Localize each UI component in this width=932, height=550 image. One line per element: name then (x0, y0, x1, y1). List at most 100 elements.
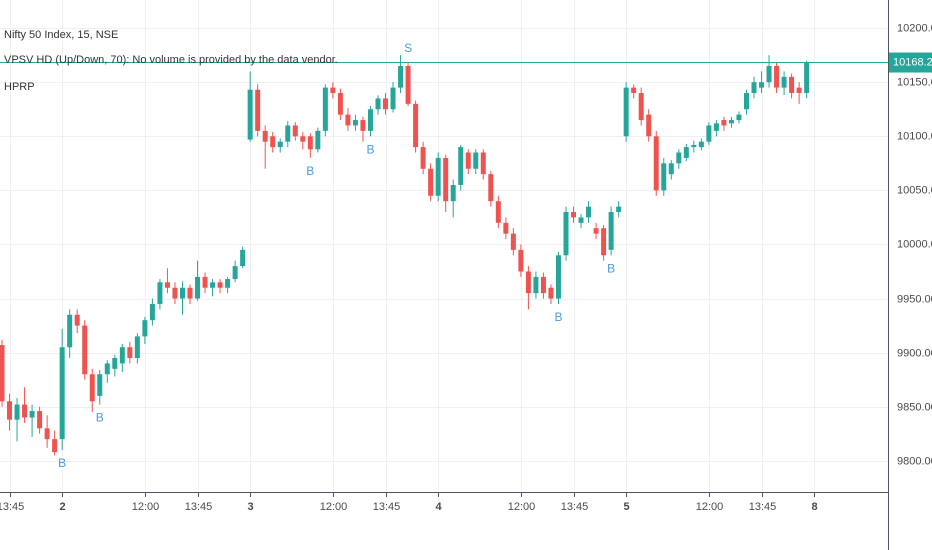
candle-body (631, 87, 637, 94)
candle-body (172, 287, 178, 299)
candle-body (225, 279, 231, 288)
candle-body (37, 411, 43, 429)
candle-body (52, 439, 58, 453)
candle-body (112, 358, 118, 369)
x-tick-label: 13:45 (373, 501, 401, 513)
candle-body (691, 144, 697, 148)
candle-body (405, 65, 411, 104)
indicator-name: HPRP (4, 81, 35, 93)
last-price-label: 10168.20 (893, 56, 932, 68)
candle-body (420, 147, 426, 169)
candle-body (285, 125, 291, 142)
candle-body (413, 103, 419, 148)
candle-body (586, 206, 592, 218)
candle-body (743, 93, 749, 110)
signal-label: B (554, 310, 562, 324)
x-tick-label: 4 (435, 501, 442, 513)
y-tick-label: 9800.00 (897, 455, 932, 467)
y-tick-label: 10200.00 (897, 22, 932, 34)
candle-body (315, 130, 321, 150)
x-tick-label: 3 (247, 501, 253, 513)
candle-body (465, 152, 471, 169)
candle-body (119, 347, 125, 364)
signal-label: S (404, 41, 412, 55)
candle-body (383, 98, 389, 110)
x-tick-label: 12:00 (132, 501, 160, 513)
y-tick-label: 10100.00 (897, 130, 932, 142)
x-tick-label: 13:45 (0, 501, 24, 513)
last-price-box (889, 52, 932, 73)
candle-body (300, 136, 306, 142)
candle-body (480, 152, 486, 175)
candle-body (67, 314, 73, 348)
x-tick-label: 12:00 (696, 501, 724, 513)
candle-body (533, 276, 539, 294)
candle-body (510, 233, 516, 250)
candle-body (766, 65, 772, 83)
candle-body (217, 282, 223, 288)
candle-body (134, 336, 140, 359)
candle-body (89, 374, 95, 402)
candle-body (638, 93, 644, 121)
candle-body (443, 157, 449, 202)
candle-body (728, 120, 734, 124)
candle-body (759, 82, 765, 88)
candle-body (804, 62, 810, 94)
candle-body (796, 87, 802, 94)
candle-body (571, 212, 577, 218)
candle-body (59, 347, 65, 440)
candle-body (601, 228, 607, 256)
candle-body (164, 282, 170, 288)
signal-label: B (607, 261, 615, 275)
candle-body (337, 93, 343, 115)
candle-body (247, 89, 253, 140)
candle-body (736, 114, 742, 121)
candle-body (608, 212, 614, 250)
candle-body (127, 347, 133, 359)
y-tick-label: 9950.00 (897, 293, 932, 305)
candle-body (435, 157, 441, 196)
candle-body (698, 141, 704, 148)
candle-body (210, 282, 216, 288)
candle-body (179, 287, 185, 299)
candle-body (0, 345, 5, 402)
candle-body (713, 123, 719, 131)
candle-body (322, 87, 328, 131)
candle-body (360, 120, 366, 131)
candle-body (82, 325, 88, 375)
y-tick-label: 10150.00 (897, 76, 932, 88)
candle-body (473, 152, 479, 169)
candle-body (428, 168, 434, 196)
y-tick-label: 10000.00 (897, 238, 932, 250)
x-tick-label: 13:45 (561, 501, 589, 513)
candle-body (503, 222, 509, 234)
x-tick-label: 12:00 (508, 501, 536, 513)
candle-body (518, 249, 524, 272)
candle-body (495, 201, 501, 223)
candle-body (157, 282, 163, 304)
candle-body (661, 163, 667, 191)
x-tick-label: 5 (623, 501, 629, 513)
candle-body (683, 147, 689, 158)
candle-body (390, 87, 396, 110)
chart-title: Nifty 50 Index, 15, NSE (4, 29, 118, 41)
signal-label: B (96, 411, 104, 425)
candle-body (653, 136, 659, 191)
candle-body (525, 271, 531, 294)
candle-body (774, 65, 780, 88)
candle-body (578, 217, 584, 223)
candle-body (149, 303, 155, 321)
candle-body (540, 276, 546, 294)
candle-body (375, 98, 381, 110)
y-tick-label: 9900.00 (897, 347, 932, 359)
candle-body (142, 320, 148, 337)
indicator-note: VPSV HD (Up/Down, 70): No volume is prov… (4, 54, 338, 66)
candle-body (488, 174, 494, 202)
x-tick-label: 13:45 (185, 501, 213, 513)
candle-body (593, 228, 599, 234)
signal-label: B (366, 142, 374, 156)
x-tick-label: 2 (59, 501, 65, 513)
candle-body (255, 89, 261, 131)
candle-body (789, 76, 795, 94)
